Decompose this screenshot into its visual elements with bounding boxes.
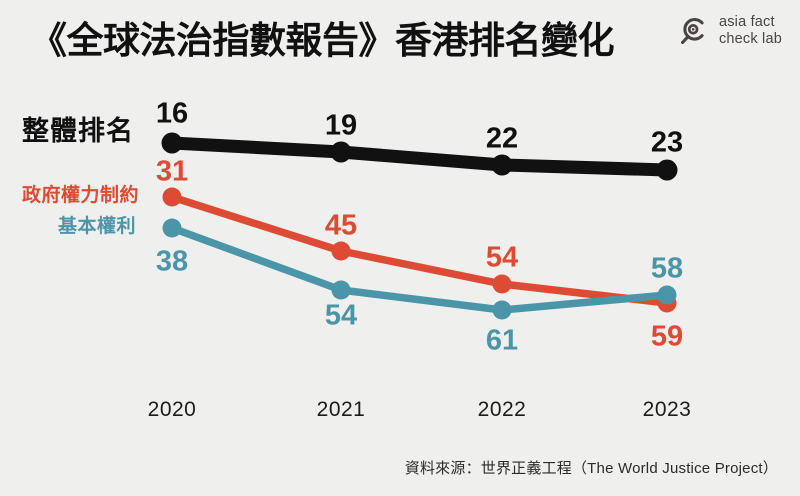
logo-wordmark: asia fact check lab xyxy=(719,14,782,48)
data-value-label: 23 xyxy=(650,126,684,159)
legend-label-overall: 整體排名 xyxy=(22,116,134,146)
data-point xyxy=(161,132,183,154)
data-point xyxy=(162,218,182,238)
data-point xyxy=(657,285,677,305)
series-line xyxy=(168,193,671,307)
x-tick-2023: 2023 xyxy=(642,398,692,421)
series-constraint xyxy=(162,187,677,313)
data-value-label: 22 xyxy=(485,122,519,155)
brand-logo: asia fact check lab xyxy=(677,14,782,48)
magnifier-icon xyxy=(677,14,711,48)
data-value-label: 31 xyxy=(155,155,189,188)
page-title: 《全球法治指數報告》香港排名變化 xyxy=(30,20,615,61)
legend-label-fundamental: 基本權利 xyxy=(58,216,137,237)
series-line xyxy=(168,224,671,314)
logo-line-2: check lab xyxy=(718,31,782,48)
series-line xyxy=(165,136,674,177)
series-fundamental xyxy=(162,218,677,320)
data-point xyxy=(330,141,352,163)
data-value-label: 58 xyxy=(650,252,684,285)
data-value-label: 19 xyxy=(324,109,358,142)
data-value-label: 16 xyxy=(155,97,189,130)
chart-canvas xyxy=(161,132,678,320)
data-point xyxy=(492,274,512,294)
data-point xyxy=(656,159,678,181)
line-chart: 整體排名 政府權力制約 基本權利 16 19 22 23 31 45 54 59 38 54 61 5… xyxy=(22,97,692,421)
data-value-label: 45 xyxy=(324,209,358,242)
data-value-label: 61 xyxy=(485,324,519,357)
data-value-label: 54 xyxy=(324,299,358,332)
data-point xyxy=(331,241,351,261)
data-point xyxy=(491,154,513,176)
x-tick-2022: 2022 xyxy=(477,398,527,421)
data-point xyxy=(492,300,512,320)
data-point xyxy=(331,280,351,300)
x-tick-2020: 2020 xyxy=(147,398,197,421)
data-value-label: 59 xyxy=(650,320,684,353)
data-value-label: 38 xyxy=(155,245,189,278)
source-note: 資料來源：世界正義工程（The World Justice Project） xyxy=(404,460,778,477)
x-tick-2021: 2021 xyxy=(316,398,366,421)
data-point xyxy=(162,187,182,207)
logo-line-1: asia fact xyxy=(718,14,775,30)
legend-label-constraint: 政府權力制約 xyxy=(22,185,140,206)
series-overall xyxy=(161,132,678,181)
data-value-label: 54 xyxy=(485,241,519,274)
